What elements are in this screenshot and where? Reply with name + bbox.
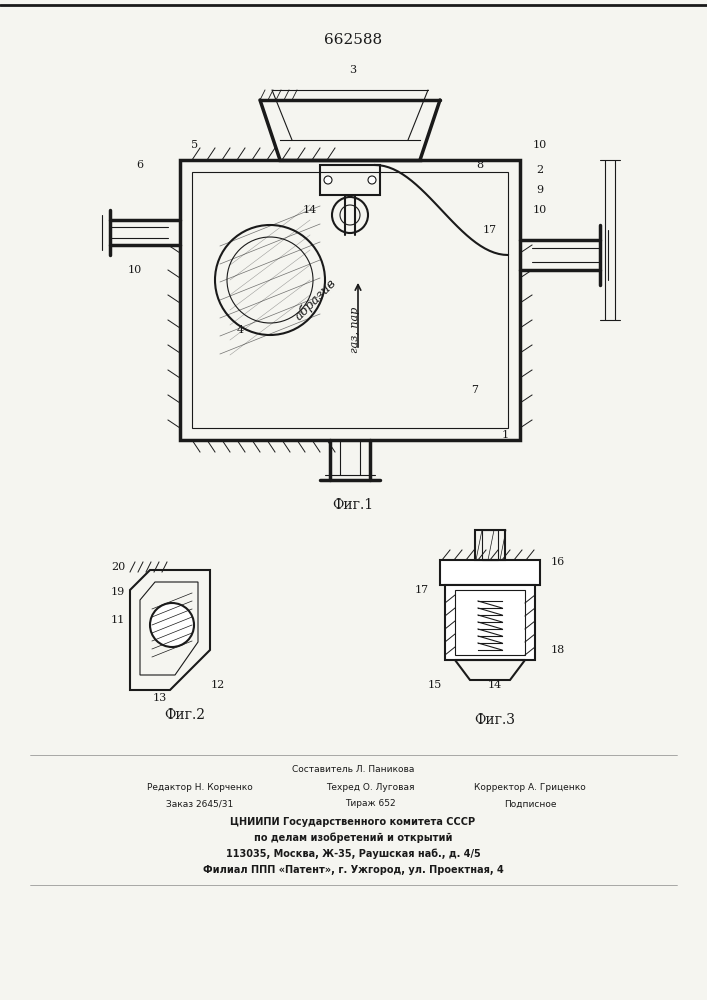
Text: 12: 12 xyxy=(211,680,225,690)
Text: 13: 13 xyxy=(153,693,167,703)
Text: Составитель Л. Паникова: Составитель Л. Паникова xyxy=(292,766,414,774)
Text: 20: 20 xyxy=(111,562,125,572)
Bar xyxy=(455,590,525,655)
Circle shape xyxy=(368,176,376,184)
Text: 3: 3 xyxy=(349,65,356,75)
Text: 17: 17 xyxy=(415,585,429,595)
Bar xyxy=(440,560,540,585)
Text: 10: 10 xyxy=(128,265,142,275)
Text: 15: 15 xyxy=(428,680,442,690)
Text: 6: 6 xyxy=(136,160,144,170)
Circle shape xyxy=(324,176,332,184)
Text: 14: 14 xyxy=(303,205,317,215)
Text: 8: 8 xyxy=(477,160,484,170)
Text: 16: 16 xyxy=(551,557,565,567)
Text: абразив: абразив xyxy=(291,277,339,323)
Text: 10: 10 xyxy=(533,205,547,215)
Text: 10: 10 xyxy=(533,140,547,150)
Text: Филиал ППП «Патент», г. Ужгород, ул. Проектная, 4: Филиал ППП «Патент», г. Ужгород, ул. Про… xyxy=(203,865,503,875)
Text: 14: 14 xyxy=(488,680,502,690)
Bar xyxy=(445,585,535,660)
Text: 5: 5 xyxy=(192,140,199,150)
Text: Тираж 652: Тираж 652 xyxy=(345,800,395,808)
Text: 18: 18 xyxy=(551,645,565,655)
Text: Подписное: Подписное xyxy=(504,800,556,808)
Text: Редактор Н. Корченко: Редактор Н. Корченко xyxy=(147,784,253,792)
Text: Фиг.3: Фиг.3 xyxy=(474,713,515,727)
Circle shape xyxy=(150,603,194,647)
Text: 19: 19 xyxy=(111,587,125,597)
Text: 1: 1 xyxy=(501,430,508,440)
Bar xyxy=(192,172,508,428)
Text: Фиг.2: Фиг.2 xyxy=(165,708,206,722)
Bar xyxy=(475,530,505,560)
Text: по делам изобретений и открытий: по делам изобретений и открытий xyxy=(254,833,452,843)
Text: 11: 11 xyxy=(111,615,125,625)
Text: ЦНИИПИ Государственного комитета СССР: ЦНИИПИ Государственного комитета СССР xyxy=(230,817,476,827)
Text: Техред О. Луговая: Техред О. Луговая xyxy=(326,784,414,792)
Text: 17: 17 xyxy=(483,225,497,235)
Text: 4: 4 xyxy=(236,325,244,335)
Text: Фиг.1: Фиг.1 xyxy=(332,498,373,512)
Text: 662588: 662588 xyxy=(324,33,382,47)
Bar xyxy=(180,160,520,440)
Bar xyxy=(320,165,380,195)
Text: газ, пар: газ, пар xyxy=(350,307,360,353)
Text: 7: 7 xyxy=(472,385,479,395)
Text: Заказ 2645/31: Заказ 2645/31 xyxy=(166,800,233,808)
Text: 2: 2 xyxy=(537,165,544,175)
Text: Корректор А. Гриценко: Корректор А. Гриценко xyxy=(474,784,586,792)
Text: 113035, Москва, Ж-35, Раушская наб., д. 4/5: 113035, Москва, Ж-35, Раушская наб., д. … xyxy=(226,849,480,859)
Bar xyxy=(482,530,498,560)
Text: 9: 9 xyxy=(537,185,544,195)
